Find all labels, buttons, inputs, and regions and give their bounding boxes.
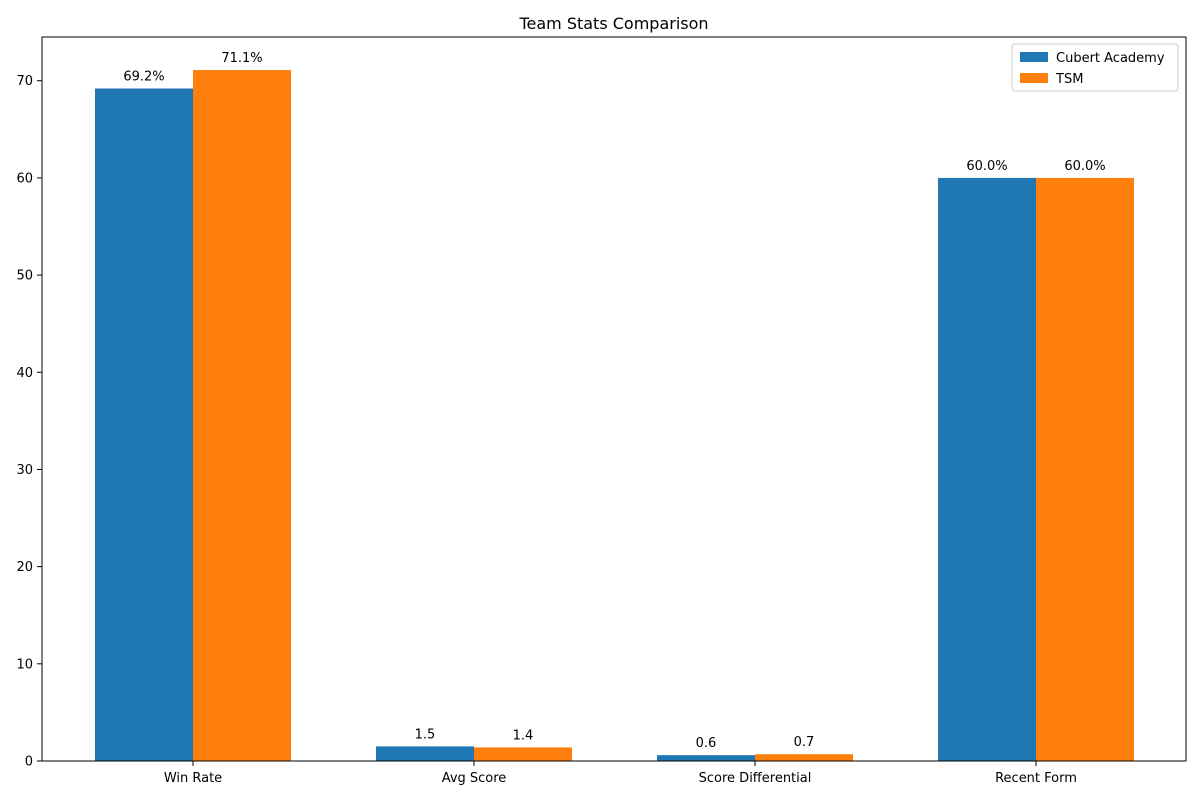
y-axis: 0 10 20 30 40 50 60 70 — [16, 74, 42, 770]
legend-label: TSM — [1055, 72, 1083, 87]
bar-value-label: 1.4 — [513, 728, 534, 743]
y-tick-label: 50 — [16, 269, 33, 284]
bar-value-label: 0.7 — [794, 735, 815, 750]
bar-cubert-academy-1 — [376, 746, 474, 761]
bar-tsm-3 — [1036, 177, 1134, 762]
bar-cubert-academy-3 — [938, 177, 1036, 762]
y-tick-label: 40 — [16, 366, 33, 381]
x-tick-label: Score Differential — [699, 771, 812, 786]
bar-cubert-academy-2 — [657, 755, 755, 761]
bar-value-label: 60.0% — [966, 159, 1007, 174]
y-tick-label: 60 — [16, 171, 33, 186]
x-tick-label: Avg Score — [442, 771, 507, 786]
chart-title: Team Stats Comparison — [518, 14, 708, 33]
y-tick-label: 20 — [16, 560, 33, 575]
bar-value-label: 60.0% — [1064, 159, 1105, 174]
y-tick-label: 0 — [25, 755, 33, 770]
bar-tsm-0 — [193, 70, 291, 761]
legend-swatch — [1020, 73, 1048, 83]
x-axis: Win Rate Avg Score Score Differential Recen… — [164, 761, 1077, 786]
bars-group — [95, 70, 1134, 762]
bar-value-label: 71.1% — [221, 51, 262, 66]
x-tick-label: Recent Form — [995, 771, 1077, 786]
x-tick-label: Win Rate — [164, 771, 222, 786]
bar-tsm-1 — [474, 747, 572, 761]
legend-box — [1011, 43, 1179, 92]
y-tick-label: 10 — [16, 657, 33, 672]
plot-frame — [41, 36, 1187, 762]
bar-cubert-academy-0 — [95, 88, 193, 761]
y-tick-label: 30 — [16, 463, 33, 478]
bar-value-label: 1.5 — [415, 727, 436, 742]
bar-labels-group: 69.2% 1.5 0.6 60.0% 71.1% 1.4 0.7 60.0% — [123, 51, 1105, 751]
bar-value-label: 69.2% — [123, 70, 164, 85]
legend: Cubert Academy TSM — [1011, 43, 1179, 92]
legend-label: Cubert Academy — [1056, 51, 1165, 66]
y-tick-label: 70 — [16, 74, 33, 89]
legend-swatch — [1020, 52, 1048, 62]
bar-value-label: 0.6 — [696, 736, 717, 751]
bar-tsm-2 — [755, 754, 853, 761]
